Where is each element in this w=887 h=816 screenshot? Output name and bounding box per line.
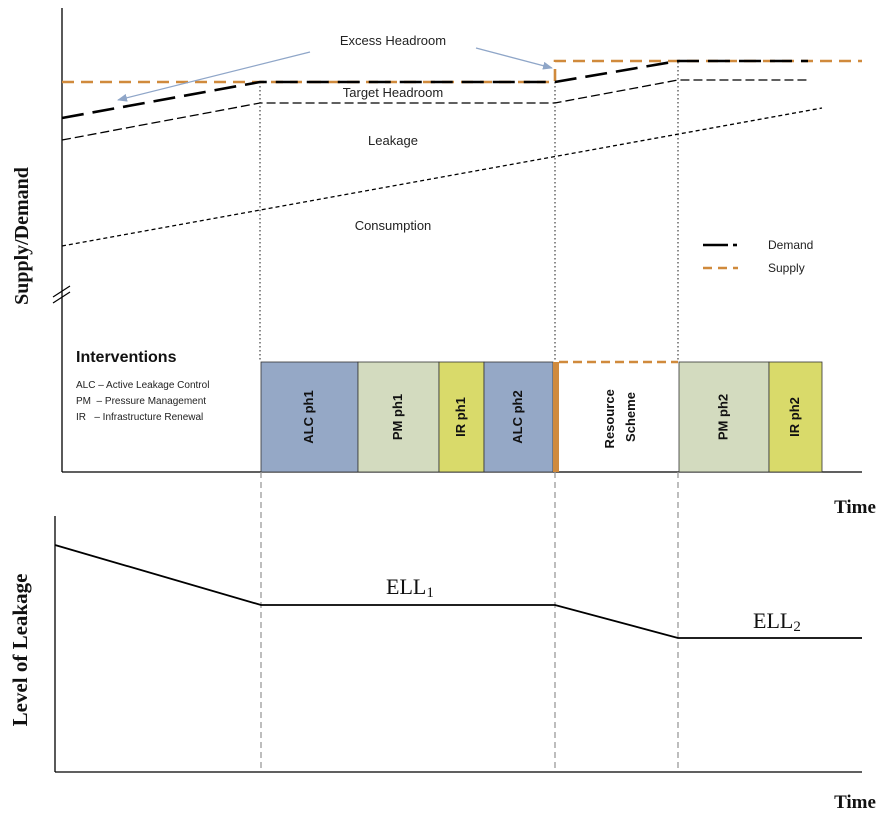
bottom-y-axis-label: Level of Leakage [8,574,32,727]
ell2-sub: 2 [793,619,801,635]
resource-scheme-start-bar [553,362,559,472]
interventions-key-pm: PM – Pressure Management [76,396,206,407]
excess-headroom-arrow-right [475,47,553,70]
excess-headroom-label: Excess Headroom [340,33,446,48]
resource-scheme-line1: Resource [602,389,617,448]
y-axis-break-marks [52,285,71,304]
block-alc-ph2-label: ALC ph2 [510,390,525,443]
ell2-main: ELL [753,608,793,633]
block-pm-ph2-label: PM ph2 [715,394,730,440]
target-headroom-label: Target Headroom [343,85,443,100]
block-ir-ph1-label: IR ph1 [453,397,468,437]
interventions-key-alc: ALC – Active Leakage Control [76,380,209,391]
legend-label-supply: Supply [768,261,805,275]
block-ir-ph2-label: IR ph2 [787,397,802,437]
bottom-panel: ELL1 ELL2 Level of Leakage Time [8,516,876,813]
block-resource-scheme: Resource Scheme [559,360,678,449]
block-pm-ph1: PM ph1 [357,361,440,473]
block-resource-scheme-label: Resource Scheme [602,386,638,449]
leakage-level-line [54,544,862,639]
ell1-main: ELL [386,574,426,599]
block-ir-ph1: IR ph1 [438,361,485,473]
demand-line [61,59,808,120]
block-pm-ph1-label: PM ph1 [390,394,405,440]
legend-item-demand: Demand [703,238,813,252]
legend-item-supply: Supply [703,261,805,275]
consumption-label: Consumption [355,218,432,233]
phase-guide-lines [259,62,679,362]
excess-headroom-arrow-left [117,51,311,102]
ell2-label: ELL2 [753,608,801,635]
top-y-axis-label: Supply/Demand [11,167,33,305]
legend: Demand Supply [703,238,813,275]
ell1-sub: 1 [426,585,434,601]
interventions-title: Interventions [76,349,177,366]
block-alc-ph1: ALC ph1 [260,361,359,473]
interventions-key-ir: IR – Infrastructure Renewal [76,412,203,423]
ell1-label: ELL1 [386,574,434,601]
panel-connector-lines [260,472,679,772]
block-ir-ph2: IR ph2 [768,361,823,473]
legend-label-demand: Demand [768,238,813,252]
bottom-x-axis-label: Time [834,792,876,813]
top-x-axis-label: Time [834,497,876,518]
intervention-blocks: ALC ph1 PM ph1 IR ph1 ALC ph2 Resource S… [260,360,823,473]
block-alc-ph2: ALC ph2 [483,361,554,473]
top-panel: Excess Headroom Target Headroom Leakage … [11,8,876,518]
leakage-label: Leakage [368,133,418,148]
resource-scheme-line2: Scheme [623,392,638,442]
consumption-line [61,107,823,247]
target-headroom-line [61,79,808,141]
block-alc-ph1-label: ALC ph1 [301,390,316,443]
supply-line [62,59,862,84]
block-pm-ph2: PM ph2 [678,361,770,473]
